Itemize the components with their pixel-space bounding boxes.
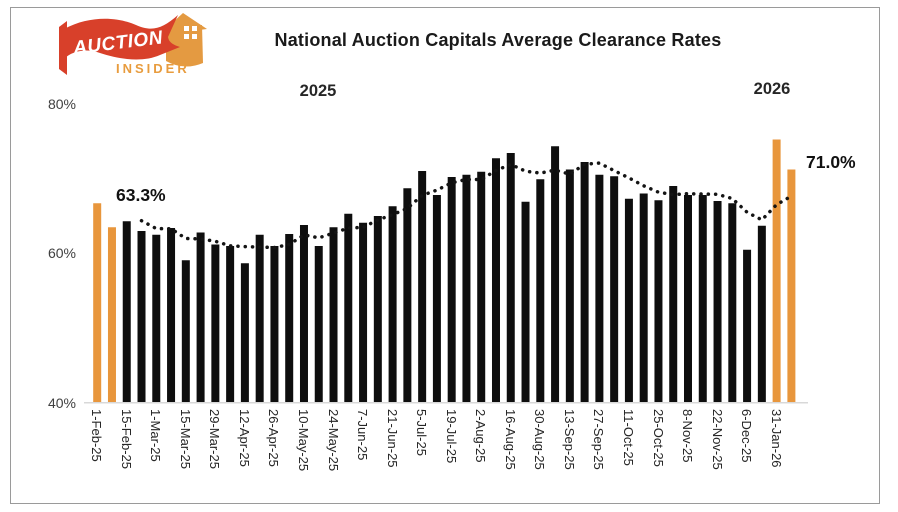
bar <box>196 232 205 402</box>
x-axis-label: 25-Oct-25 <box>650 409 666 467</box>
bar <box>137 231 146 402</box>
bar <box>521 201 530 402</box>
x-axis-label: 1-Mar-25 <box>148 409 164 462</box>
x-axis-label: 16-Aug-25 <box>502 409 518 470</box>
x-axis-label: 19-Jul-25 <box>443 409 459 464</box>
annotation-start-value: 63.3% <box>116 185 166 205</box>
bar <box>743 249 752 402</box>
flag-banner: AUCTION <box>59 15 180 75</box>
bar <box>669 186 678 402</box>
bar <box>226 246 235 402</box>
annotation-latest-value: 71.0% <box>806 152 856 172</box>
x-axis-label: 15-Mar-25 <box>177 409 193 469</box>
bar <box>595 174 604 402</box>
highlighted-bar <box>107 227 116 402</box>
bar <box>329 227 338 402</box>
year-label-2026: 2026 <box>753 80 791 98</box>
x-axis-label: 22-Nov-25 <box>709 409 725 470</box>
x-axis-label: 24-May-25 <box>325 409 341 472</box>
bar <box>152 234 161 402</box>
x-axis-label: 27-Sep-25 <box>591 409 607 470</box>
bar <box>565 169 574 402</box>
y-axis-tick-80: 80% <box>47 96 76 112</box>
x-axis-label: 6-Dec-25 <box>739 409 755 463</box>
bar <box>610 176 619 402</box>
logo-secondary-text: INSIDER <box>116 61 190 76</box>
chart-title: National Auction Capitals Average Cleara… <box>274 30 722 50</box>
bar <box>698 195 707 402</box>
bar <box>388 206 397 402</box>
x-axis-label: 8-Nov-25 <box>680 409 695 463</box>
bar <box>418 171 427 402</box>
auction-insider-logo: AUCTION INSIDER <box>59 13 207 76</box>
bar <box>462 174 471 402</box>
x-axis-label: 26-Apr-25 <box>266 409 282 467</box>
bar <box>536 179 545 402</box>
bar <box>359 222 368 402</box>
bar <box>314 246 323 402</box>
x-axis-label: 12-Apr-25 <box>236 409 252 467</box>
bar <box>285 234 294 402</box>
x-axis-label: 1-Feb-25 <box>89 409 105 462</box>
bar <box>240 263 249 402</box>
bar <box>477 171 486 402</box>
bar <box>403 188 412 402</box>
x-axis-label: 15-Feb-25 <box>118 409 134 469</box>
highlighted-bar <box>93 203 102 402</box>
y-axis-tick-40: 40% <box>47 395 76 411</box>
x-axis-label: 11-Oct-25 <box>620 409 636 466</box>
highlighted-bar <box>787 169 796 402</box>
bar <box>432 195 441 402</box>
bar <box>181 260 190 402</box>
bar <box>506 153 515 402</box>
bar <box>211 244 220 402</box>
bar <box>551 146 560 402</box>
bar <box>491 158 500 402</box>
bar <box>713 201 722 402</box>
year-label-2025: 2025 <box>299 82 337 100</box>
x-axis-label: 13-Sep-25 <box>561 409 577 470</box>
y-axis-tick-60: 60% <box>47 245 76 261</box>
x-axis-label: 31-Jan-26 <box>768 409 784 468</box>
highlighted-bar <box>772 139 781 402</box>
bar <box>654 200 663 402</box>
bar <box>299 225 308 402</box>
bar <box>580 162 589 402</box>
bar <box>757 225 766 402</box>
x-axis-label: 30-Aug-25 <box>532 409 548 470</box>
bar <box>624 198 633 402</box>
bar <box>684 195 692 402</box>
bar <box>447 177 456 402</box>
x-axis-label: 21-Jun-25 <box>384 409 400 468</box>
bar <box>270 246 279 402</box>
x-axis-label: 29-Mar-25 <box>207 409 223 469</box>
bar <box>728 203 737 402</box>
bar <box>255 234 264 402</box>
x-axis-label: 10-May-25 <box>296 409 311 472</box>
x-axis-label: 7-Jun-25 <box>355 409 371 461</box>
bar <box>373 216 382 402</box>
x-axis-label: 5-Jul-25 <box>414 409 430 456</box>
bar <box>167 228 176 402</box>
bar <box>122 221 131 402</box>
bar <box>344 213 353 402</box>
bar <box>639 193 648 402</box>
x-axis-label: 2-Aug-25 <box>473 409 489 463</box>
